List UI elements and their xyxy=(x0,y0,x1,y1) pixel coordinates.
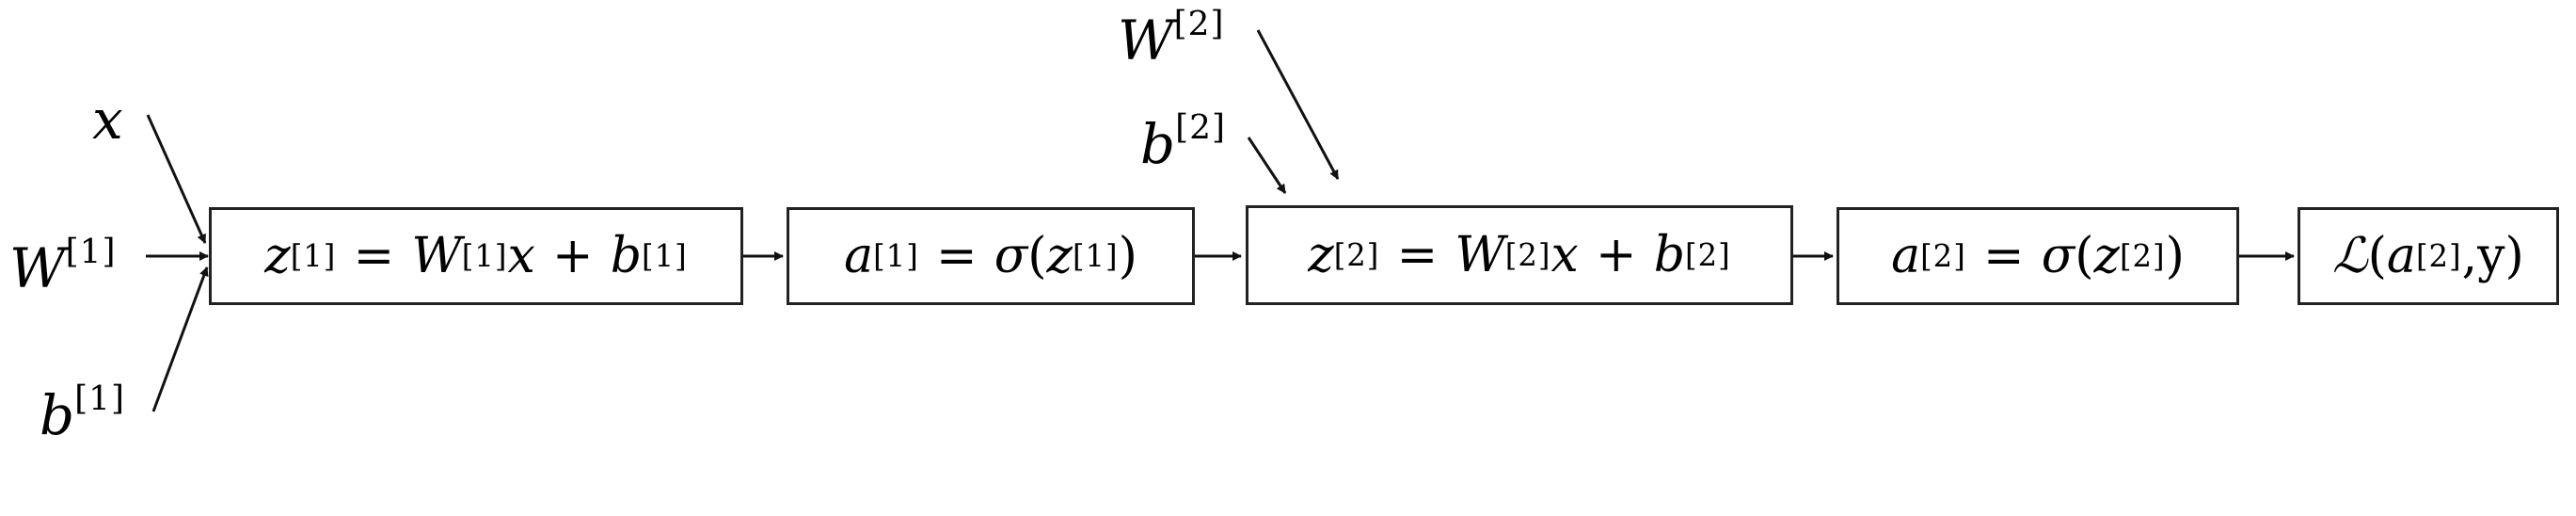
b2-symbol: b xyxy=(1140,111,1176,176)
a1-lhs: a xyxy=(844,228,874,284)
z2-bias-sup: [2] xyxy=(1685,237,1731,273)
z2-equals: = xyxy=(1396,227,1439,283)
loss-label-y: y xyxy=(2477,228,2505,284)
b2-superscript: [2] xyxy=(1175,108,1227,147)
z1-lhs: z xyxy=(264,228,291,284)
input-label-b1: b[1] xyxy=(40,382,125,443)
z2-box: z [2] = W [2] x + b [2] xyxy=(1246,205,1793,305)
loss-arg-sup: [2] xyxy=(2415,238,2462,274)
loss-rparen: ) xyxy=(2504,228,2524,284)
a1-rparen: ) xyxy=(1118,228,1137,284)
a2-sigma: σ xyxy=(2041,228,2075,284)
arrow-b1-to-z1 xyxy=(151,266,209,412)
z2-lhs-sup: [2] xyxy=(1333,237,1380,273)
z2-weight: W xyxy=(1455,227,1505,283)
z2-input: x xyxy=(1550,227,1579,283)
a2-lparen: ( xyxy=(2075,228,2094,284)
a1-box: a [1] = σ ( z [1] ) xyxy=(787,207,1195,305)
a1-equals: = xyxy=(935,228,978,284)
input-label-w1: W[1] xyxy=(9,235,117,296)
z1-equals: = xyxy=(353,228,395,284)
z1-bias-sup: [1] xyxy=(642,238,688,274)
loss-lparen: ( xyxy=(2367,228,2387,284)
a1-lparen: ( xyxy=(1027,228,1047,284)
z1-weight: W xyxy=(411,228,462,284)
a2-lhs-sup: [2] xyxy=(1920,238,1966,274)
z1-input: x xyxy=(507,228,535,284)
arrow-x-to-z1 xyxy=(146,114,207,244)
a2-lhs: a xyxy=(1891,228,1921,284)
z2-weight-sup: [2] xyxy=(1504,237,1551,273)
z1-bias: b xyxy=(610,228,643,284)
z2-plus: + xyxy=(1595,227,1637,283)
w1-symbol: W xyxy=(9,235,66,300)
a2-arg: z xyxy=(2093,228,2120,284)
input-label-w2: W[2] xyxy=(1118,8,1225,68)
w2-symbol: W xyxy=(1118,8,1174,73)
loss-comma: , xyxy=(2461,228,2478,284)
input-label-b2: b[2] xyxy=(1140,111,1226,171)
a1-arg: z xyxy=(1046,228,1073,284)
arrow-b2-to-z2 xyxy=(1247,137,1287,194)
z2-lhs: z xyxy=(1308,227,1334,283)
z1-box: z [1] = W [1] x + b [1] xyxy=(209,207,743,305)
b1-superscript: [1] xyxy=(74,379,126,418)
a2-box: a [2] = σ ( z [2] ) xyxy=(1837,207,2239,305)
a1-lhs-sup: [1] xyxy=(873,238,919,274)
z1-lhs-sup: [1] xyxy=(290,238,337,274)
z1-plus: + xyxy=(551,228,594,284)
a2-rparen: ) xyxy=(2165,228,2185,284)
loss-fn: ℒ xyxy=(2332,228,2368,284)
input-label-x: x xyxy=(92,92,123,147)
w1-superscript: [1] xyxy=(65,233,117,271)
z1-weight-sup: [1] xyxy=(461,238,508,274)
loss-box: ℒ ( a [2] , y ) xyxy=(2298,207,2559,305)
z2-bias: b xyxy=(1653,227,1686,283)
w2-superscript: [2] xyxy=(1173,5,1225,43)
x-symbol: x xyxy=(92,88,123,152)
a1-sigma: σ xyxy=(994,228,1028,284)
a2-arg-sup: [2] xyxy=(2119,238,2166,274)
b1-symbol: b xyxy=(40,382,75,447)
a2-equals: = xyxy=(1982,228,2025,284)
a1-arg-sup: [1] xyxy=(1072,238,1119,274)
loss-arg: a xyxy=(2386,228,2416,284)
arrow-w2-to-z2 xyxy=(1256,29,1340,180)
